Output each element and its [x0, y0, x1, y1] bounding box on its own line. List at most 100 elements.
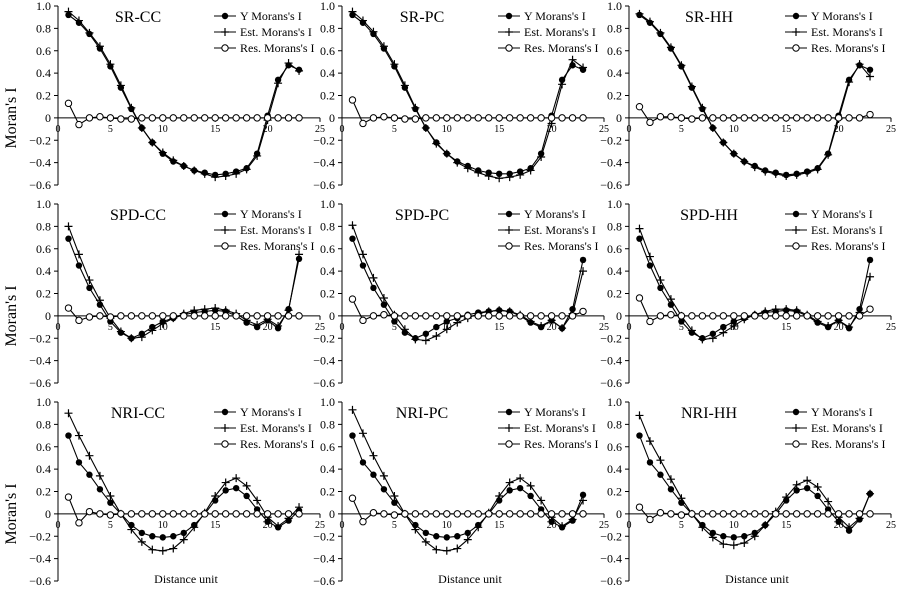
panel-title: SPD-CC [110, 207, 166, 224]
data-point [558, 114, 566, 122]
data-point [443, 318, 450, 325]
y-tick-label: 1.0 [36, 197, 51, 211]
data-point [719, 510, 728, 518]
x-tick-label: 10 [158, 520, 168, 531]
data-point [635, 9, 644, 18]
chart-panel-spd-hh: −0.6−0.4−0.200.20.40.60.81.00 5 10 15 20 25SP… [600, 197, 896, 390]
data-point [158, 546, 167, 555]
data-point [547, 114, 556, 122]
y-tick-label: 1.0 [607, 395, 622, 409]
data-point [677, 312, 686, 320]
data-point [495, 312, 503, 320]
chart-panel-spd-pc: −0.6−0.4−0.200.20.40.60.81.00 5 10 15 20 25SP… [313, 197, 609, 390]
data-point [792, 424, 800, 432]
data-point [211, 304, 220, 313]
legend-label: Res. Morans's I [811, 437, 886, 451]
data-point [698, 510, 707, 518]
data-point [719, 328, 728, 337]
data-point [579, 63, 588, 72]
data-point [127, 510, 136, 518]
data-point [803, 168, 812, 177]
data-point [284, 312, 293, 320]
data-point [232, 169, 241, 178]
panel-title: SPD-PC [395, 207, 449, 224]
data-point [845, 78, 854, 87]
data-point [442, 149, 451, 158]
data-point [295, 114, 303, 122]
data-point [454, 533, 461, 540]
data-point [505, 226, 513, 234]
data-point [537, 510, 545, 518]
y-tick-label: −0.6 [600, 178, 622, 192]
x-tick-label: 20 [547, 124, 557, 135]
y-tick-label: 0.4 [36, 66, 51, 80]
legend-label: Y Morans's I [240, 207, 302, 221]
data-point [866, 272, 875, 281]
data-point [729, 321, 738, 330]
data-point [169, 312, 177, 320]
data-point [845, 523, 854, 532]
data-point [792, 440, 800, 448]
data-point [138, 312, 146, 320]
data-point [95, 296, 104, 305]
data-point [433, 533, 440, 540]
data-point [750, 532, 759, 541]
data-point [505, 12, 513, 20]
y-tick-label: −0.2 [600, 133, 622, 147]
x-tick-label: 20 [834, 322, 844, 333]
data-point [485, 312, 493, 320]
data-point [495, 510, 503, 518]
x-tick-label: 20 [263, 322, 273, 333]
data-point [453, 158, 462, 167]
data-point [159, 114, 167, 122]
data-point [422, 510, 430, 518]
y-tick-label: 0.4 [607, 264, 622, 278]
data-point [698, 312, 707, 320]
data-point [547, 312, 556, 320]
legend-label: Est. Morans's I [811, 223, 883, 237]
data-point [106, 114, 115, 122]
data-point [180, 114, 188, 122]
y-tick-label: −0.4 [313, 354, 335, 368]
data-point [845, 510, 853, 518]
data-point [761, 521, 770, 530]
data-point [751, 510, 759, 518]
data-point [432, 114, 441, 122]
data-point [505, 478, 514, 487]
data-point [359, 316, 367, 325]
data-point [274, 79, 283, 88]
data-point [253, 114, 261, 122]
y-tick-label: 0.2 [36, 89, 51, 103]
data-point [221, 210, 229, 218]
x-tick-label: 5 [392, 520, 397, 531]
x-tick-label: 15 [210, 520, 220, 531]
x-tick-label: 20 [547, 520, 557, 531]
data-point [432, 332, 441, 341]
x-tick-label: 10 [158, 124, 168, 135]
data-point [411, 312, 420, 320]
data-point [506, 487, 513, 494]
data-point [709, 114, 717, 122]
data-point [635, 503, 644, 511]
data-point [855, 510, 864, 518]
data-point [516, 474, 525, 483]
y-tick-label: 0.2 [607, 485, 622, 499]
data-point [211, 173, 220, 182]
data-point [64, 409, 73, 418]
data-point [211, 510, 219, 518]
x-tick-label: 25 [886, 124, 896, 135]
data-point [95, 42, 104, 51]
y-tick-label: −0.2 [600, 529, 622, 543]
y-tick-label: 0.6 [320, 440, 335, 454]
data-point [284, 510, 293, 518]
x-tick-label: 0 [56, 520, 61, 531]
data-point [656, 312, 665, 320]
data-point [190, 166, 199, 175]
series-plus [348, 7, 588, 183]
data-point [866, 110, 874, 119]
data-point [432, 545, 441, 554]
data-point [526, 114, 535, 122]
data-point [221, 424, 229, 432]
data-point [730, 318, 737, 325]
data-point [709, 529, 717, 537]
